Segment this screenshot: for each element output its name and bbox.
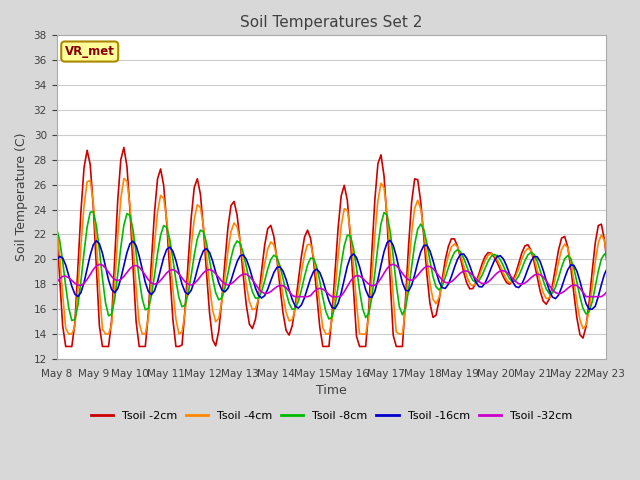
Tsoil -16cm: [387, 238, 394, 243]
Tsoil -32cm: [349, 275, 357, 280]
Tsoil -4cm: [426, 281, 434, 287]
Line: Tsoil -8cm: Tsoil -8cm: [56, 212, 640, 321]
Line: Tsoil -4cm: Tsoil -4cm: [56, 179, 640, 334]
Tsoil -2cm: [392, 344, 400, 349]
Tsoil -16cm: [123, 250, 131, 255]
Tsoil -4cm: [392, 329, 400, 335]
Tsoil -4cm: [65, 331, 72, 337]
Tsoil -16cm: [586, 306, 593, 312]
Tsoil -8cm: [426, 258, 434, 264]
Tsoil -4cm: [637, 221, 640, 227]
Tsoil -2cm: [52, 224, 60, 229]
Tsoil -2cm: [129, 264, 137, 270]
Tsoil -32cm: [426, 264, 434, 269]
Tsoil -8cm: [637, 237, 640, 243]
Tsoil -4cm: [120, 176, 128, 181]
Tsoil -8cm: [52, 226, 60, 231]
Tsoil -16cm: [294, 305, 302, 311]
Line: Tsoil -32cm: Tsoil -32cm: [56, 264, 640, 297]
Tsoil -8cm: [392, 282, 400, 288]
X-axis label: Time: Time: [316, 384, 347, 397]
Tsoil -2cm: [637, 222, 640, 228]
Tsoil -4cm: [129, 242, 137, 248]
Tsoil -32cm: [298, 294, 305, 300]
Tsoil -32cm: [637, 282, 640, 288]
Tsoil -8cm: [129, 227, 137, 233]
Tsoil -2cm: [353, 333, 360, 339]
Tsoil -16cm: [289, 297, 296, 302]
Tsoil -16cm: [423, 242, 431, 248]
Tsoil -4cm: [52, 221, 60, 227]
Tsoil -2cm: [294, 277, 302, 283]
Tsoil -16cm: [52, 258, 60, 264]
Tsoil -32cm: [392, 263, 400, 268]
Tsoil -8cm: [68, 318, 76, 324]
Text: VR_met: VR_met: [65, 45, 115, 58]
Tsoil -32cm: [123, 270, 131, 276]
Tsoil -4cm: [294, 288, 302, 294]
Line: Tsoil -2cm: Tsoil -2cm: [56, 147, 640, 347]
Tsoil -8cm: [294, 299, 302, 304]
Line: Tsoil -16cm: Tsoil -16cm: [56, 240, 640, 309]
Tsoil -4cm: [353, 300, 360, 306]
Tsoil -16cm: [346, 254, 354, 260]
Tsoil -32cm: [289, 292, 296, 298]
Tsoil -2cm: [426, 300, 434, 306]
Legend: Tsoil -2cm, Tsoil -4cm, Tsoil -8cm, Tsoil -16cm, Tsoil -32cm: Tsoil -2cm, Tsoil -4cm, Tsoil -8cm, Tsoi…: [86, 407, 577, 425]
Tsoil -8cm: [301, 274, 308, 280]
Tsoil -4cm: [301, 252, 308, 258]
Tsoil -16cm: [637, 261, 640, 266]
Tsoil -2cm: [301, 234, 308, 240]
Tsoil -32cm: [291, 294, 299, 300]
Tsoil -32cm: [389, 262, 397, 267]
Tsoil -16cm: [389, 242, 397, 248]
Tsoil -8cm: [90, 209, 97, 215]
Tsoil -2cm: [62, 344, 70, 349]
Title: Soil Temperatures Set 2: Soil Temperatures Set 2: [240, 15, 422, 30]
Y-axis label: Soil Temperature (C): Soil Temperature (C): [15, 133, 28, 262]
Tsoil -32cm: [52, 280, 60, 286]
Tsoil -2cm: [120, 144, 128, 150]
Tsoil -8cm: [353, 265, 360, 271]
